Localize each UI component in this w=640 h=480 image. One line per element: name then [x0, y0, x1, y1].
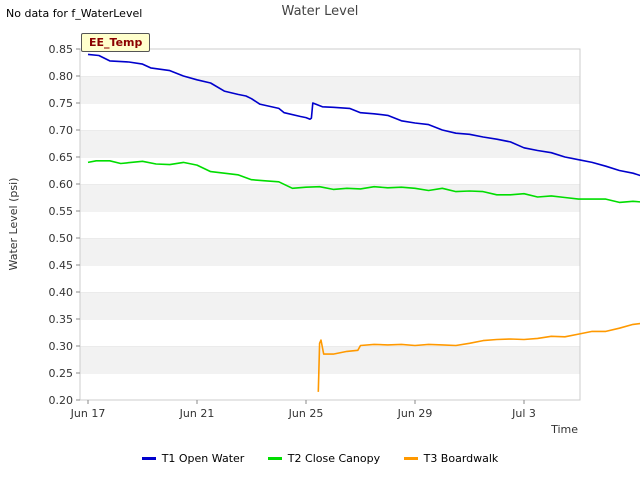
ee-temp-badge: EE_Temp: [81, 33, 151, 52]
grid-band: [80, 49, 580, 76]
grid-band: [80, 319, 580, 346]
grid-band: [80, 211, 580, 238]
x-tick-label: Jun 17: [70, 407, 106, 420]
grid-band: [80, 373, 580, 400]
legend-label-t1: T1 Open Water: [161, 452, 245, 465]
x-tick-label: Jul 3: [511, 407, 536, 420]
y-tick-label: 0.70: [49, 124, 74, 137]
y-tick-label: 0.85: [49, 43, 74, 56]
plot-area: [79, 48, 581, 401]
y-axis-label: Water Level (psi): [7, 178, 20, 271]
y-tick-label: 0.35: [49, 313, 74, 326]
series-lines: [87, 53, 640, 392]
x-tick-label: Jun 29: [397, 407, 433, 420]
x-tick-label: Jun 21: [179, 407, 215, 420]
grid-band: [80, 130, 580, 157]
grid-bands: [80, 48, 580, 400]
series-line-3: [317, 322, 640, 392]
legend-label-t3: T3 Boardwalk: [423, 452, 499, 465]
grid-band: [80, 157, 580, 184]
legend-item-t3: T3 Boardwalk: [403, 452, 499, 465]
y-tick-label: 0.55: [49, 205, 74, 218]
legend-swatch-t3: [403, 456, 418, 460]
legend-label-t2: T2 Close Canopy: [287, 452, 381, 465]
y-tick-label: 0.60: [49, 178, 74, 191]
y-tick-label: 0.25: [49, 367, 74, 380]
grid-band: [80, 76, 580, 103]
series-line-1: [87, 53, 640, 177]
grid-band: [80, 265, 580, 292]
grid-band: [80, 238, 580, 265]
y-axis-ticks: 0.20 0.25 0.30 0.35 0.40 0.45 0.50 0.55 0.60 0.65…: [49, 43, 80, 407]
legend-swatch-t1: [141, 456, 156, 460]
legend-item-t1: T1 Open Water: [141, 452, 245, 465]
y-tick-label: 0.45: [49, 259, 74, 272]
grid-band: [80, 292, 580, 319]
x-axis-ticks: Jun 17 Jun 21 Jun 25 Jun 29 Jul 3: [70, 400, 536, 420]
y-tick-label: 0.80: [49, 70, 74, 83]
y-tick-label: 0.20: [49, 394, 74, 407]
legend-item-t2: T2 Close Canopy: [267, 452, 381, 465]
y-tick-label: 0.50: [49, 232, 74, 245]
chart-title: Water Level: [282, 4, 359, 19]
x-tick-label: Jun 25: [288, 407, 324, 420]
y-tick-label: 0.30: [49, 340, 74, 353]
grid-band: [80, 346, 580, 373]
y-tick-label: 0.65: [49, 151, 74, 164]
legend: T1 Open Water T2 Close Canopy T3 Boardwa…: [0, 452, 640, 465]
y-tick-label: 0.40: [49, 286, 74, 299]
x-axis-label: Time: [550, 423, 578, 436]
series-line-2: [87, 160, 640, 204]
legend-swatch-t2: [267, 456, 282, 460]
y-tick-label: 0.75: [49, 97, 74, 110]
no-data-note: No data for f_WaterLevel: [6, 7, 143, 20]
